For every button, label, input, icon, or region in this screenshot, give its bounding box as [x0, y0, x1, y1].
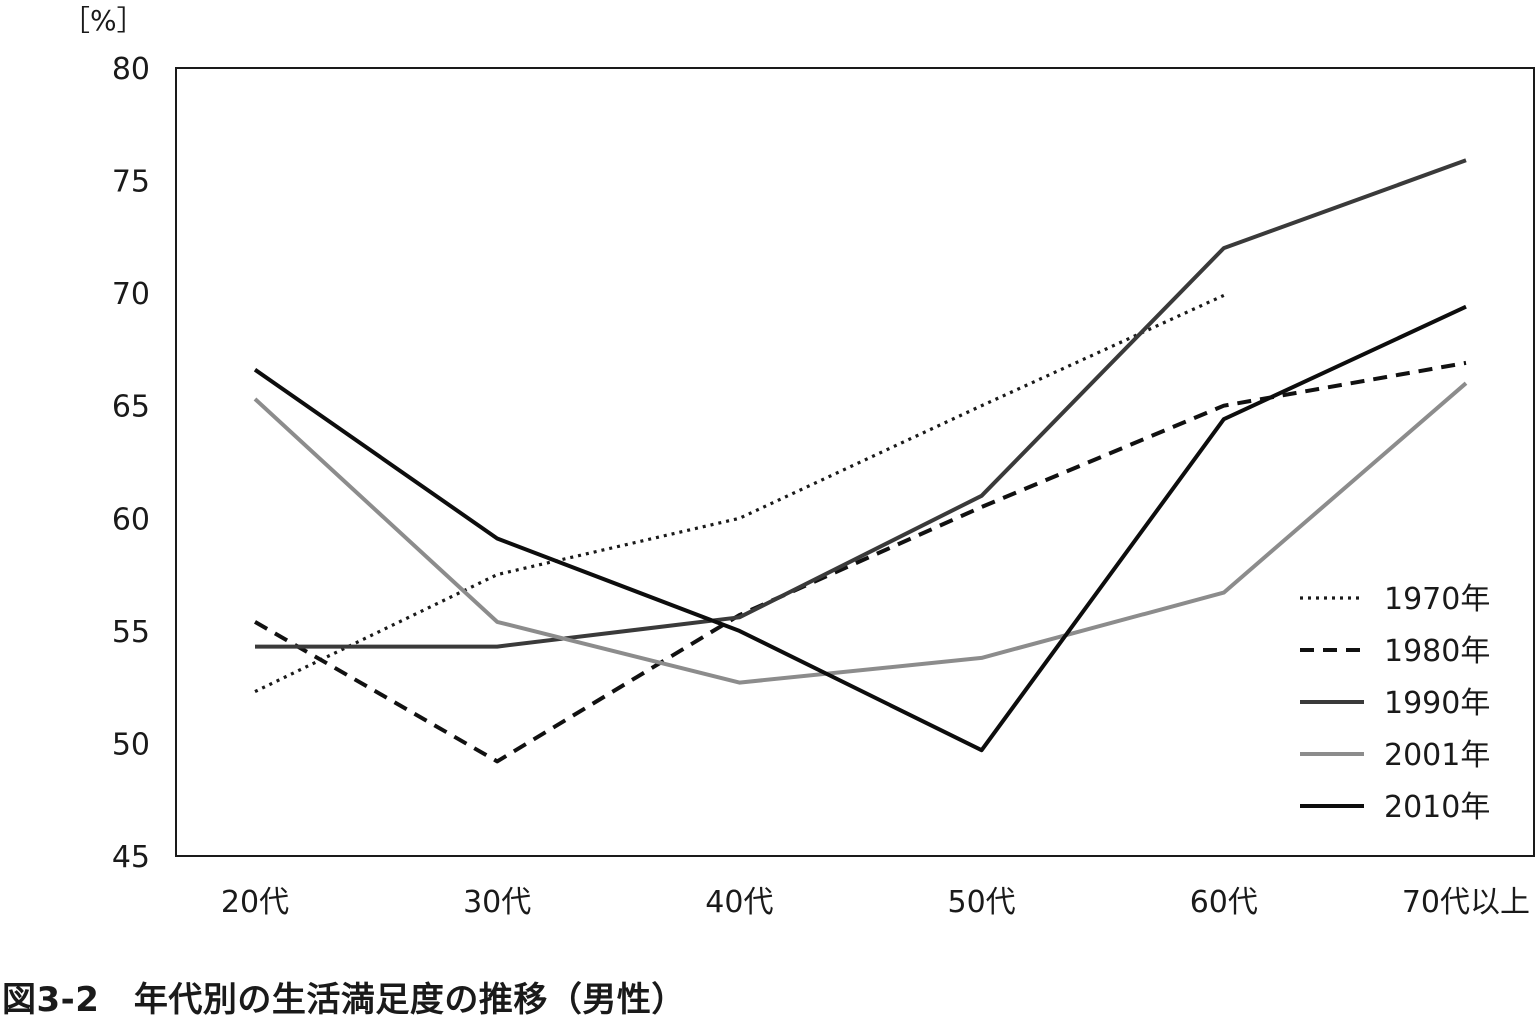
y-unit-label: ［%］	[62, 4, 145, 37]
legend-label: 1980年	[1384, 634, 1490, 669]
x-tick-label: 50代	[948, 885, 1016, 920]
legend-label: 2010年	[1384, 790, 1490, 825]
series-line	[253, 304, 1467, 753]
legend: 1970年 1980年 1990年 2001年 2010年	[1300, 582, 1490, 825]
series-layer	[253, 158, 1468, 764]
x-tick-label: 20代	[221, 885, 289, 920]
y-tick-label: 70	[112, 277, 150, 312]
y-tick-label: 75	[112, 165, 150, 200]
series-line	[255, 158, 1467, 649]
y-tick-label: 45	[112, 840, 150, 875]
line-chart: ［%］ 45 50 55 60 65 70 75 80 20代 30代 40代 50代 60代 70代以…	[62, 4, 1535, 920]
y-tick-label: 55	[112, 615, 150, 650]
x-tick-label: 70代以上	[1402, 885, 1530, 920]
y-tick-label: 60	[112, 502, 150, 537]
figure-caption: 図3-2 年代別の生活満足度の推移（男性）	[2, 980, 686, 1020]
y-tick-label: 50	[112, 727, 150, 762]
x-tick-label: 30代	[463, 885, 531, 920]
series-line	[253, 381, 1468, 685]
series-line	[254, 293, 1225, 694]
x-axis: 20代 30代 40代 50代 60代 70代以上	[221, 885, 1530, 920]
x-tick-label: 60代	[1190, 885, 1258, 920]
legend-label: 1990年	[1384, 686, 1490, 721]
plot-frame	[175, 67, 1535, 857]
series-line	[254, 360, 1467, 764]
y-axis: 45 50 55 60 65 70 75 80	[112, 52, 150, 875]
y-tick-label: 80	[112, 52, 150, 87]
legend-label: 1970年	[1384, 582, 1490, 617]
x-tick-label: 40代	[705, 885, 773, 920]
legend-label: 2001年	[1384, 738, 1490, 773]
y-tick-label: 65	[112, 390, 150, 425]
